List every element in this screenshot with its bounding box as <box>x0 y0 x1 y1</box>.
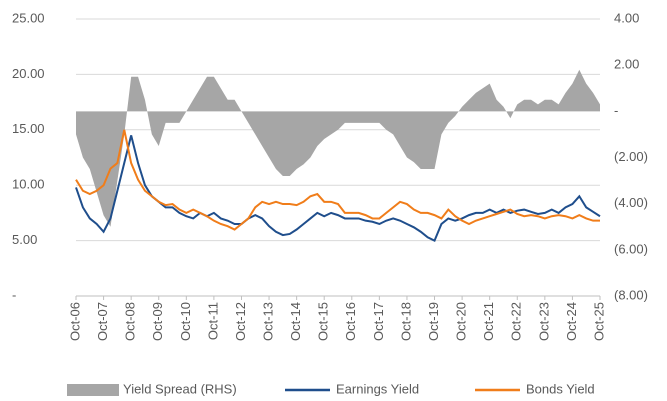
y2-tick-label: (2.00) <box>614 149 648 164</box>
yield-line <box>75 129 600 231</box>
y-tick-label: 5.00 <box>12 232 37 247</box>
x-tick-label: Oct-22 <box>509 302 524 341</box>
y2-tick-label: (8.00) <box>614 287 648 302</box>
x-tick-label: Oct-10 <box>178 302 193 341</box>
legend-label: Yield Spread (RHS) <box>123 381 237 396</box>
y-tick-label: 10.00 <box>12 177 45 192</box>
x-tick-label: Oct-11 <box>205 302 220 340</box>
legend-label: Earnings Yield <box>336 381 419 396</box>
y-tick-label: 15.00 <box>12 121 45 136</box>
legend-swatch <box>67 384 119 396</box>
y2-tick-label: (6.00) <box>614 241 648 256</box>
x-tick-label: Oct-14 <box>288 302 303 341</box>
y-tick-label: 25.00 <box>12 10 45 25</box>
x-tick-label: Oct-20 <box>454 302 469 341</box>
x-tick-label: Oct-06 <box>67 302 82 341</box>
x-tick-label: Oct-19 <box>426 302 441 341</box>
x-tick-label: Oct-25 <box>591 302 606 341</box>
x-tick-label: Oct-09 <box>150 302 165 341</box>
x-tick-label: Oct-15 <box>316 302 331 341</box>
x-tick-label: Oct-12 <box>233 302 248 341</box>
x-tick-label: Oct-21 <box>481 302 496 341</box>
x-tick-label: Oct-13 <box>260 302 275 341</box>
x-tick-label: Oct-24 <box>564 302 579 341</box>
x-tick-label: Oct-17 <box>371 302 386 341</box>
yield-line <box>75 135 601 242</box>
y-tick-label: - <box>12 287 16 302</box>
spread-area <box>76 69 600 227</box>
x-tick-label: Oct-07 <box>95 302 110 341</box>
x-tick-label: Oct-08 <box>123 302 138 341</box>
x-tick-label: Oct-16 <box>343 302 358 341</box>
y-tick-label: 20.00 <box>12 66 45 81</box>
x-tick-label: Oct-18 <box>398 302 413 341</box>
y2-tick-label: - <box>614 103 618 118</box>
y2-tick-label: 2.00 <box>614 57 639 72</box>
y2-tick-label: 4.00 <box>614 10 639 25</box>
y2-tick-label: (4.00) <box>614 195 648 210</box>
x-tick-label: Oct-23 <box>536 302 551 341</box>
legend-label: Bonds Yield <box>526 381 595 396</box>
